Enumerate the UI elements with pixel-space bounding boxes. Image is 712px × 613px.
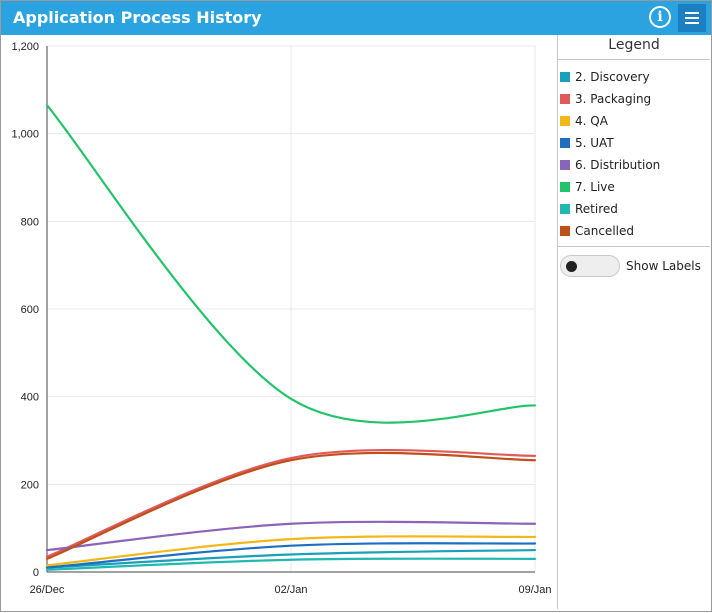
legend-swatch	[560, 182, 570, 192]
legend-item[interactable]: 2. Discovery	[560, 66, 710, 88]
y-tick-label: 600	[21, 304, 39, 316]
legend-swatch	[560, 72, 570, 82]
legend-item[interactable]: 6. Distribution	[560, 154, 710, 176]
legend-swatch	[560, 138, 570, 148]
legend-swatch	[560, 94, 570, 104]
series-line	[45, 520, 537, 552]
legend-item[interactable]: Cancelled	[560, 220, 710, 242]
legend-label: 2. Discovery	[575, 70, 650, 84]
line-chart: 0 200 400 600 800 1,000 1,200 26/Dec 02/Jan 09/Ja…	[11, 41, 551, 596]
info-icon[interactable]: i	[649, 6, 671, 28]
series-line	[45, 557, 537, 571]
series-line	[45, 548, 537, 569]
y-tick-label: 400	[21, 392, 39, 404]
page-title: Application Process History	[13, 8, 262, 27]
series-line	[45, 104, 537, 424]
title-bar: Application Process History i	[1, 1, 711, 35]
series-line	[45, 542, 537, 569]
show-labels-toggle[interactable]	[560, 255, 620, 277]
legend-label: 4. QA	[575, 114, 608, 128]
legend-swatch	[560, 116, 570, 126]
legend-panel: Legend 2. Discovery 3. Packaging 4. QA 5. U…	[557, 35, 710, 609]
chart-area: 0 200 400 600 800 1,000 1,200 26/Dec 02/Jan 09/Ja…	[1, 35, 557, 609]
show-labels-label: Show Labels	[626, 259, 701, 273]
y-tick-label: 200	[21, 479, 39, 491]
x-tick-label: 26/Dec	[30, 584, 65, 596]
y-tick-label: 800	[21, 216, 39, 228]
toggle-knob	[566, 261, 577, 272]
show-labels-row: Show Labels	[558, 247, 710, 277]
legend-label: Cancelled	[575, 224, 634, 238]
legend-item[interactable]: 3. Packaging	[560, 88, 710, 110]
x-tick-label: 09/Jan	[518, 584, 551, 596]
legend-label: 6. Distribution	[575, 158, 661, 172]
legend-swatch	[560, 160, 570, 170]
y-tick-label: 1,200	[11, 41, 39, 53]
legend-title: Legend	[558, 35, 710, 60]
legend-label: Retired	[575, 202, 618, 216]
legend-list: 2. Discovery 3. Packaging 4. QA 5. UAT 6. Di…	[558, 60, 710, 247]
legend-label: 5. UAT	[575, 136, 614, 150]
y-tick-label: 1,000	[11, 129, 39, 141]
legend-item[interactable]: 4. QA	[560, 110, 710, 132]
legend-item[interactable]: Retired	[560, 198, 710, 220]
x-tick-label: 02/Jan	[274, 584, 307, 596]
series-line	[45, 535, 537, 567]
hamburger-menu-icon[interactable]	[678, 4, 706, 32]
legend-swatch	[560, 226, 570, 236]
series-line	[45, 448, 537, 558]
legend-item[interactable]: 7. Live	[560, 176, 710, 198]
series-line	[45, 451, 537, 560]
legend-swatch	[560, 204, 570, 214]
legend-item[interactable]: 5. UAT	[560, 132, 710, 154]
legend-label: 7. Live	[575, 180, 615, 194]
y-tick-label: 0	[33, 567, 39, 579]
legend-label: 3. Packaging	[575, 92, 652, 106]
